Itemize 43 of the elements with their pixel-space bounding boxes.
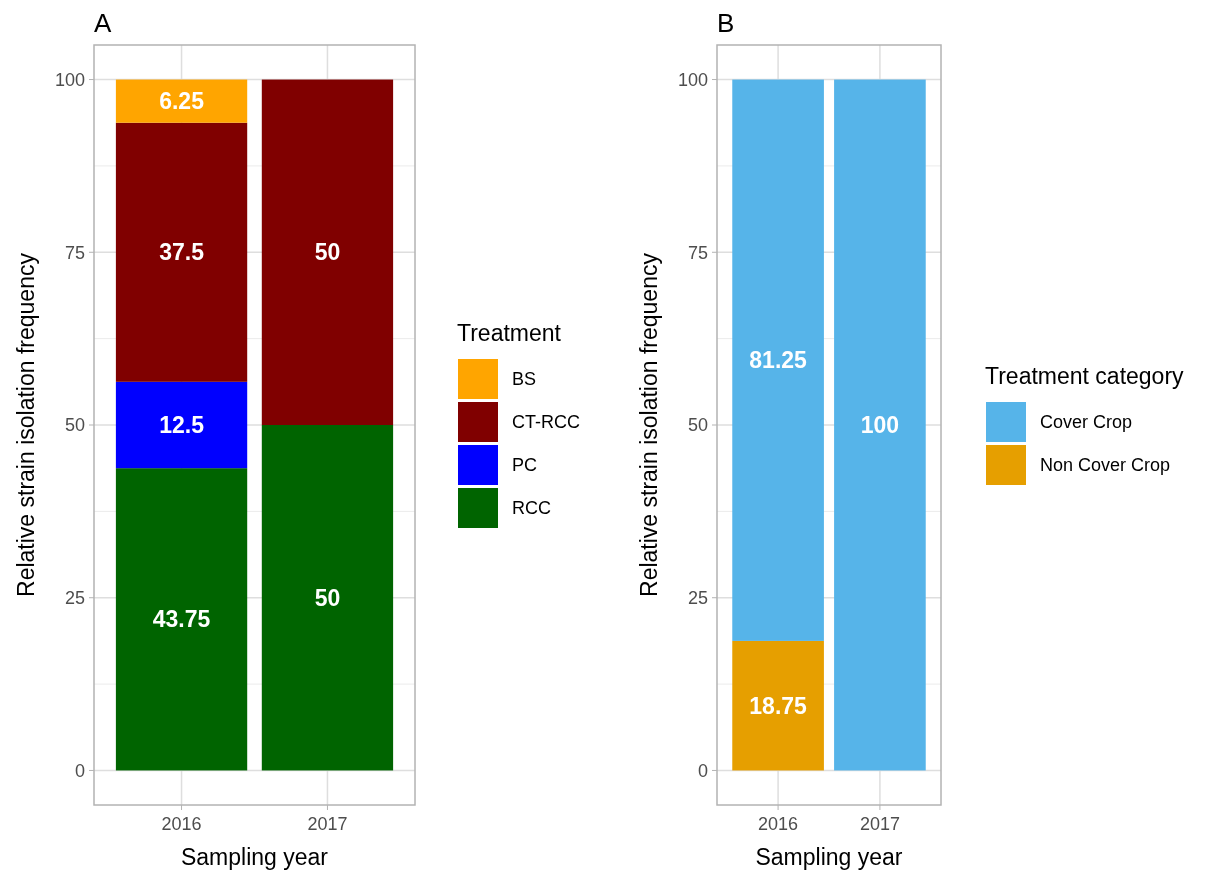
y-axis-title: Relative strain isolation frequency — [636, 252, 662, 597]
bar — [115, 468, 248, 771]
data-label: 6.25 — [159, 88, 205, 115]
data-label: 100 — [860, 412, 900, 439]
x-axis-title: Sampling year — [755, 844, 903, 870]
y-tick-label: 75 — [64, 242, 85, 263]
legend-label: RCC — [512, 498, 551, 519]
y-tick-label: 0 — [697, 760, 708, 781]
y-tick-label: 25 — [64, 588, 85, 609]
bar — [261, 425, 394, 771]
bar — [115, 79, 248, 123]
y-axis-title: Relative strain isolation frequency — [13, 252, 39, 597]
legend-title: Treatment category — [985, 363, 1185, 389]
y-tick-label: 25 — [687, 588, 708, 609]
y-tick-label: 100 — [677, 69, 708, 90]
legend-label: PC — [512, 455, 538, 476]
x-tick-label: 2017 — [307, 814, 348, 834]
y-tick-label: 50 — [64, 415, 85, 436]
bar — [115, 122, 248, 382]
legend-label: Cover Crop — [1040, 412, 1133, 433]
data-label: 43.75 — [152, 606, 211, 633]
x-tick-label: 2017 — [859, 814, 900, 834]
chart-title: A — [94, 8, 112, 38]
x-tick-label: 2016 — [161, 814, 202, 834]
bar — [115, 381, 248, 469]
bar — [261, 79, 394, 425]
data-label: 50 — [314, 239, 341, 266]
y-tick-label: 100 — [54, 69, 85, 90]
data-label: 37.5 — [159, 239, 205, 266]
data-label: 81.25 — [749, 347, 808, 374]
x-axis-title: Sampling year — [180, 844, 329, 870]
data-label: 12.5 — [159, 412, 205, 439]
y-tick-label: 75 — [687, 242, 708, 263]
chart-title: B — [717, 8, 735, 38]
legend-label: Non Cover Crop — [1040, 455, 1171, 476]
legend-label: CT-RCC — [512, 412, 580, 433]
y-tick-label: 50 — [687, 415, 708, 436]
y-tick-label: 0 — [74, 760, 85, 781]
legend-title: Treatment — [457, 320, 562, 346]
data-label: 50 — [314, 584, 341, 611]
x-tick-label: 2016 — [758, 814, 799, 834]
data-label: 18.75 — [749, 692, 808, 719]
legend-label: BS — [512, 369, 537, 390]
